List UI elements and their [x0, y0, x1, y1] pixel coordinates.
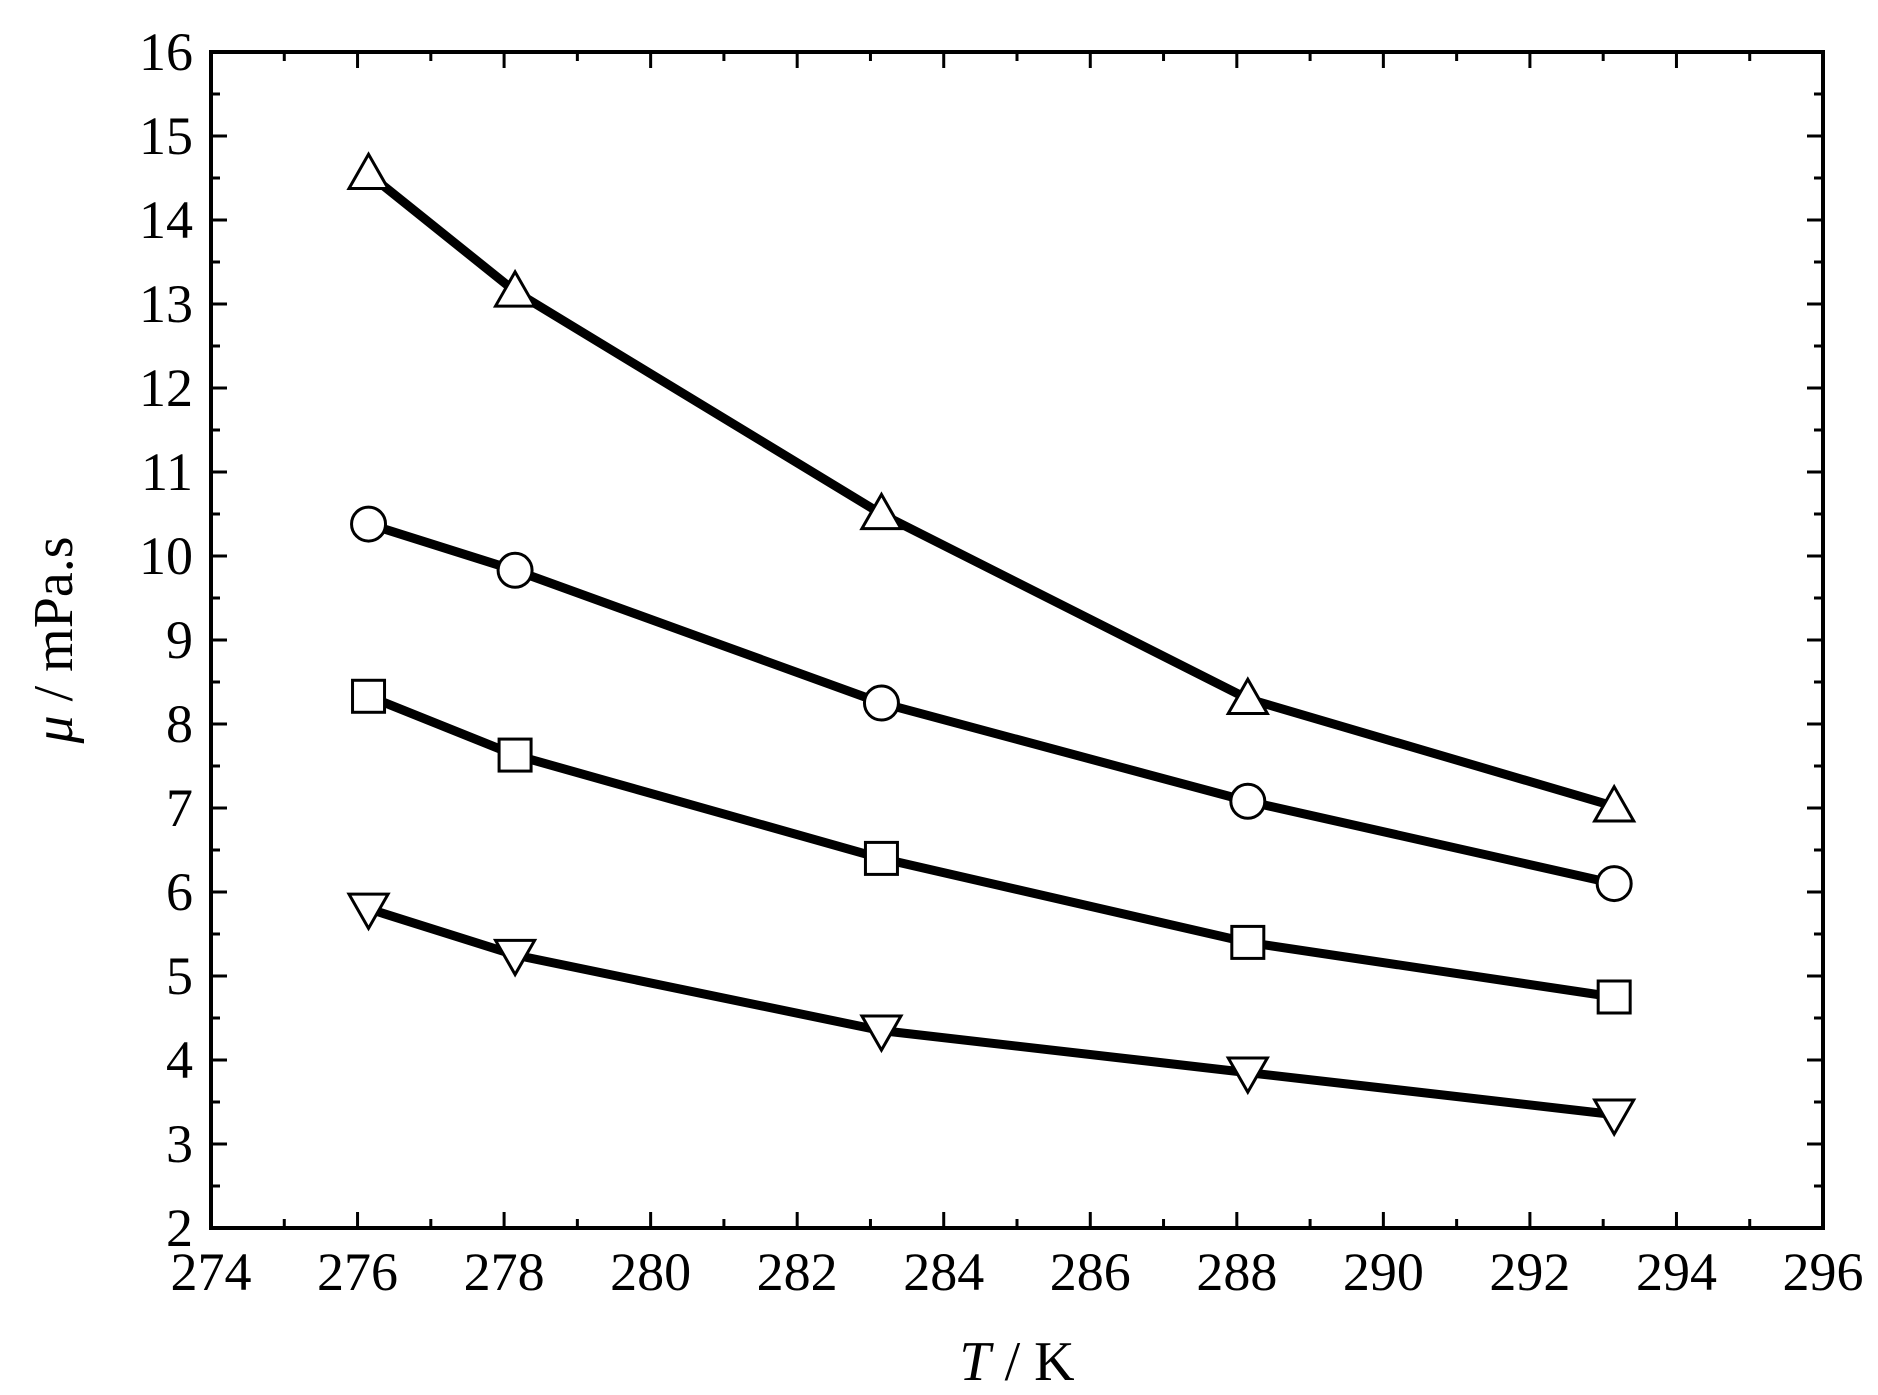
- data-point-square: [1230, 924, 1266, 960]
- data-point-triangle-down: [1592, 1098, 1637, 1138]
- y-tick-label: 5: [166, 946, 193, 1006]
- y-tick-label: 8: [166, 694, 193, 754]
- x-axis-label-symbol: T: [959, 1331, 994, 1393]
- y-axis-label-symbol: μ: [23, 715, 85, 744]
- data-point-triangle-up: [492, 268, 538, 308]
- x-tick-label: 280: [610, 1242, 691, 1302]
- x-tick-label: 292: [1489, 1242, 1570, 1302]
- x-tick-label: 290: [1343, 1242, 1424, 1302]
- x-tick-label: 286: [1050, 1242, 1131, 1302]
- series-circle: [350, 505, 1633, 903]
- x-tick-label: 284: [903, 1242, 984, 1302]
- data-point-circle: [862, 684, 900, 722]
- data-point-square: [1596, 979, 1632, 1015]
- series-square: [351, 678, 1632, 1015]
- x-tick-label: 282: [757, 1242, 838, 1302]
- y-tick-label: 11: [141, 442, 193, 502]
- series-line: [366, 692, 1615, 1002]
- data-point-triangle-down: [859, 1014, 904, 1054]
- y-tick-label: 10: [139, 526, 193, 586]
- y-tick-label: 14: [139, 190, 193, 250]
- data-point-square: [351, 678, 387, 714]
- data-point-triangle-down: [346, 892, 391, 932]
- data-point-triangle-up: [346, 151, 391, 190]
- tick-labels: 274 276 278 280 282 284 286 288 290 292 294 296 2 3 4 5…: [139, 22, 1864, 1302]
- y-tick-label: 12: [139, 358, 193, 418]
- y-axis-label: μ / mPa.s: [23, 536, 85, 744]
- data-point-square: [863, 840, 899, 876]
- data-point-triangle-up: [1225, 676, 1270, 715]
- y-tick-label: 15: [139, 106, 193, 166]
- plot-frame: [209, 50, 1825, 1230]
- y-tick-label: 2: [166, 1198, 193, 1258]
- y-tick-label: 3: [166, 1114, 193, 1174]
- series-line: [365, 170, 1616, 811]
- data-point-triangle-up: [859, 491, 904, 531]
- x-axis-label: T / K: [959, 1331, 1074, 1393]
- data-point-square: [497, 737, 533, 773]
- x-tick-label: 294: [1636, 1242, 1717, 1302]
- x-tick-label: 276: [317, 1242, 398, 1302]
- y-tick-label: 4: [166, 1030, 193, 1090]
- y-axis-label-unit: / mPa.s: [23, 536, 85, 715]
- y-tick-label: 16: [139, 22, 193, 82]
- x-tick-label: 288: [1196, 1242, 1277, 1302]
- x-axis-label-unit: / K: [991, 1331, 1075, 1393]
- series-line: [367, 904, 1615, 1120]
- axis-ticks: [209, 50, 1825, 1230]
- series-group: [346, 151, 1637, 1138]
- data-point-triangle-down: [1225, 1056, 1270, 1096]
- data-point-circle: [1229, 782, 1267, 820]
- series-triangle-up: [346, 151, 1637, 823]
- data-point-circle: [1595, 865, 1633, 903]
- data-point-circle: [496, 551, 534, 589]
- y-tick-label: 6: [166, 862, 193, 922]
- data-point-triangle-up: [1592, 783, 1637, 823]
- data-point-circle: [350, 505, 388, 543]
- y-tick-label: 13: [139, 274, 193, 334]
- y-tick-label: 7: [166, 778, 193, 838]
- data-point-triangle-down: [492, 938, 538, 978]
- x-tick-label: 296: [1783, 1242, 1864, 1302]
- series-line: [367, 519, 1616, 888]
- y-tick-label: 9: [166, 610, 193, 670]
- x-tick-label: 278: [464, 1242, 545, 1302]
- x-tick-label: 274: [171, 1242, 252, 1302]
- series-triangle-down: [346, 892, 1637, 1138]
